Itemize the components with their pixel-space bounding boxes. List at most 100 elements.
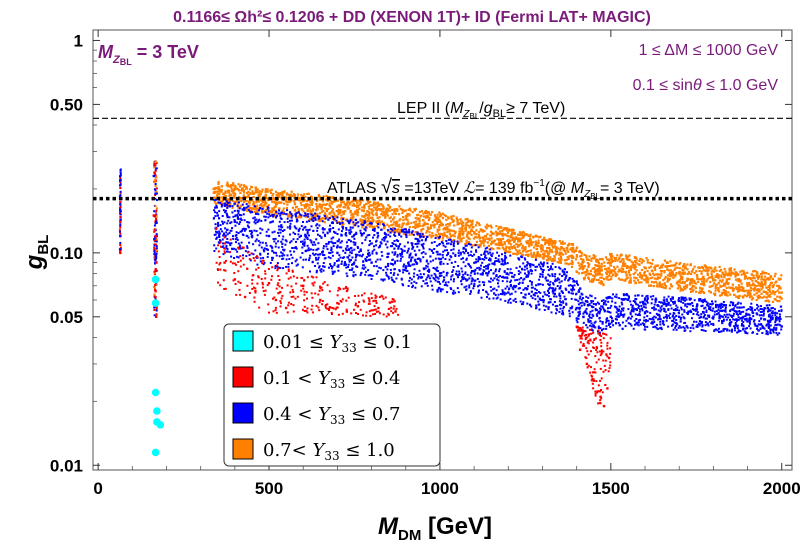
blue-point [356, 253, 359, 256]
orange-point [625, 274, 628, 277]
blue-point [297, 233, 300, 236]
orange-point [386, 209, 389, 212]
blue-point [554, 293, 556, 296]
blue-point [465, 244, 468, 247]
orange-point [581, 265, 584, 268]
orange-point [401, 211, 404, 214]
blue-point [243, 229, 246, 232]
blue-point [370, 222, 373, 225]
orange-point [690, 282, 693, 285]
blue-point [420, 243, 423, 246]
blue-point [486, 274, 489, 277]
orange-point [316, 218, 319, 221]
orange-point [668, 274, 672, 278]
orange-point [623, 279, 626, 282]
blue-point [520, 292, 523, 294]
blue-point [395, 277, 398, 280]
orange-point [746, 289, 749, 292]
blue-point [693, 320, 695, 323]
orange-point [465, 239, 468, 242]
blue-point [689, 297, 692, 300]
blue-point [680, 298, 683, 301]
blue-point [592, 324, 595, 327]
blue-point [389, 227, 392, 230]
blue-point [474, 244, 477, 247]
blue-point [722, 320, 725, 322]
orange-point [466, 220, 469, 224]
blue-point [245, 206, 248, 209]
blue-point [252, 253, 255, 256]
orange-point [509, 239, 512, 242]
blue-point [648, 317, 651, 320]
orange-point [752, 282, 755, 285]
blue-point [549, 301, 552, 304]
orange-point [479, 239, 482, 242]
orange-point [287, 214, 290, 217]
blue-point [302, 258, 305, 261]
orange-point [381, 208, 384, 211]
blue-point [354, 256, 357, 259]
blue-point [346, 275, 349, 278]
blue-point [690, 311, 693, 313]
blue-point [227, 201, 230, 204]
blue-point [630, 324, 633, 327]
orange-point [702, 290, 705, 294]
blue-point [572, 286, 574, 289]
orange-point [380, 220, 383, 223]
blue-point [456, 274, 459, 277]
blue-point [585, 324, 588, 327]
blue-point [379, 267, 382, 270]
blue-point [364, 273, 367, 276]
orange-point [368, 207, 371, 210]
blue-point [331, 272, 334, 275]
orange-point [233, 194, 236, 198]
blue-point [527, 292, 530, 295]
blue-point [377, 234, 380, 237]
blue-point [462, 250, 465, 253]
blue-point [721, 320, 723, 322]
blue-point [739, 302, 742, 305]
orange-point [360, 209, 363, 212]
blue-point [407, 263, 410, 265]
blue-point [609, 322, 612, 325]
orange-point [463, 227, 466, 230]
blue-point [729, 318, 731, 321]
blue-point [352, 271, 355, 274]
orange-point [670, 284, 673, 287]
orange-point [376, 201, 379, 204]
blue-point [218, 234, 221, 237]
blue-point [513, 273, 516, 276]
orange-point [295, 205, 298, 208]
blue-point [742, 321, 745, 323]
orange-point [652, 272, 655, 275]
orange-point [391, 230, 394, 233]
blue-point [271, 231, 274, 234]
blue-point [220, 205, 223, 208]
blue-point [592, 314, 595, 317]
orange-point [478, 244, 481, 247]
orange-point [331, 202, 334, 205]
blue-point [659, 323, 662, 326]
orange-point [447, 216, 450, 219]
blue-point [615, 293, 618, 296]
blue-point [496, 278, 499, 281]
blue-point [317, 233, 319, 236]
orange-point [608, 258, 611, 261]
orange-point [615, 273, 618, 276]
orange-point [501, 246, 505, 249]
orange-point [476, 221, 479, 224]
blue-point [312, 217, 315, 220]
blue-point [742, 315, 745, 318]
blue-point [765, 332, 768, 335]
blue-point [394, 251, 397, 254]
orange-point [760, 292, 763, 295]
orange-point [431, 221, 434, 224]
blue-point [646, 310, 649, 313]
orange-point [237, 189, 241, 192]
orange-point [643, 278, 646, 281]
blue-point [702, 299, 705, 302]
blue-point [735, 313, 738, 315]
orange-point [738, 289, 741, 292]
orange-point [388, 217, 391, 220]
orange-point [474, 224, 478, 227]
